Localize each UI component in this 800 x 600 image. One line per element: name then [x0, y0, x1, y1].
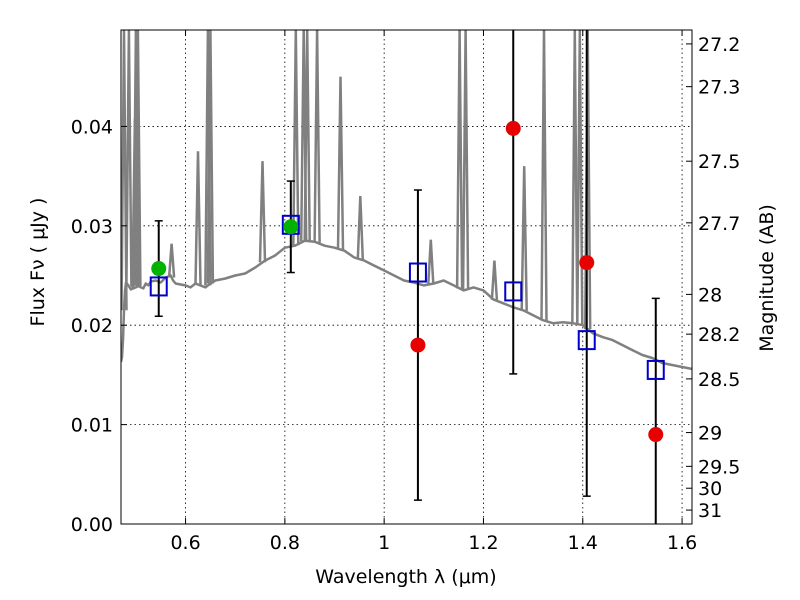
emission-line-spike: [167, 243, 176, 278]
emission-line-spike: [336, 76, 345, 250]
emission-line-spike: [194, 151, 202, 285]
x-tick-label: 1.6: [667, 532, 697, 554]
emission-line-spike: [490, 260, 499, 300]
y-tick-label: 0.04: [71, 116, 113, 138]
model-flux-square: [646, 359, 665, 380]
model-flux-square: [408, 262, 427, 283]
model-flux-square: [504, 281, 523, 302]
grid: [121, 30, 692, 524]
emission-line-spike: [258, 161, 267, 263]
x-tick-label: 1: [378, 532, 390, 554]
detection-point: [151, 261, 167, 277]
emission-line-spike: [292, 30, 300, 246]
upper-limit-point: [505, 120, 521, 136]
emission-line-spike: [520, 166, 528, 311]
emission-line-spike: [455, 30, 464, 289]
y2-tick-label: 28.5: [698, 369, 740, 391]
detection-point: [283, 219, 299, 235]
emission-line-spike: [303, 30, 311, 242]
axis-ticks: [121, 30, 692, 525]
emission-line-spike: [461, 30, 470, 290]
upper-limit-point: [648, 427, 664, 443]
emission-line-spike: [121, 30, 128, 311]
emission-line-spike: [571, 30, 579, 324]
x-axis-label: Wavelength λ (μm): [315, 566, 496, 588]
model-sed: [121, 30, 692, 371]
model-sed-line: [121, 239, 692, 371]
y-tick-label: 0.00: [71, 514, 113, 536]
emission-line-spike: [313, 30, 321, 243]
emission-line-spike: [576, 30, 584, 325]
emission-line-spike: [540, 30, 548, 321]
upper-limit-point: [579, 255, 595, 271]
y2-tick-label: 29: [698, 423, 722, 445]
y-tick-label: 0.03: [71, 216, 113, 238]
x-tick-label: 0.6: [170, 532, 200, 554]
y2-tick-label: 31: [698, 500, 722, 522]
y2-tick-label: 29.5: [698, 456, 740, 478]
y2-tick-label: 27.3: [698, 77, 740, 99]
emission-line-spike: [427, 239, 435, 285]
photometry-markers: [149, 30, 665, 524]
y2-tick-label: 27.5: [698, 151, 740, 173]
emission-line-spike: [206, 30, 215, 284]
model-flux-square: [577, 330, 596, 351]
plot-frame: [120, 29, 693, 525]
y2-tick-label: 27.7: [698, 213, 740, 235]
tick-labels: 0.6 0.8 1 1.2 1.4 1.6 0.00 0.01 0.02 0.03 0.04 27.2…: [71, 34, 741, 554]
emission-line-spike: [125, 30, 133, 287]
y2-tick-label: 27.2: [698, 34, 740, 56]
y-axis-label: Flux Fν ( μJy ): [27, 198, 49, 327]
model-flux-square: [149, 276, 168, 297]
y-tick-label: 0.01: [71, 415, 113, 437]
plot-background: [121, 30, 692, 524]
x-tick-label: 1.2: [468, 532, 498, 554]
x-tick-label: 1.4: [568, 532, 598, 554]
y2-tick-label: 28: [698, 284, 722, 306]
emission-line-spike: [356, 195, 365, 260]
y2-tick-label: 28.2: [698, 324, 740, 346]
upper-limit-point: [410, 337, 426, 353]
x-tick-label: 0.8: [270, 532, 300, 554]
emission-line-spike: [131, 118, 139, 288]
y-tick-label: 0.02: [71, 315, 113, 337]
y2-axis-label: Magnitude (AB): [756, 204, 778, 352]
y2-tick-label: 30: [698, 478, 722, 500]
